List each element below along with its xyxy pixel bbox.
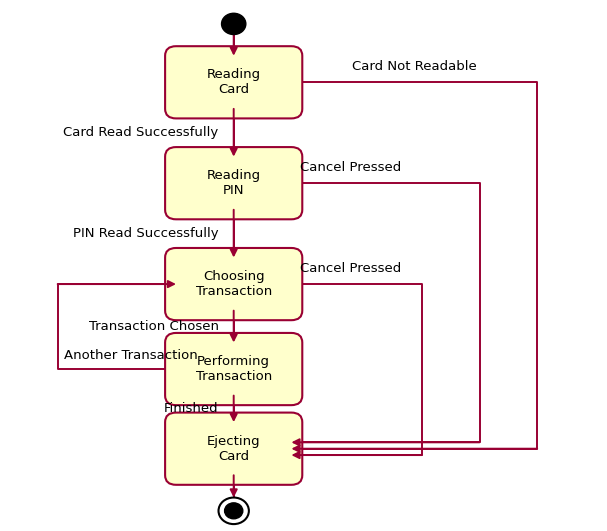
Text: Cancel Pressed: Cancel Pressed — [300, 161, 402, 174]
Text: Reading
PIN: Reading PIN — [206, 169, 261, 197]
Text: Finished: Finished — [164, 402, 219, 415]
Circle shape — [225, 503, 243, 519]
Text: Card Not Readable: Card Not Readable — [352, 60, 476, 73]
FancyBboxPatch shape — [165, 333, 302, 405]
Text: Cancel Pressed: Cancel Pressed — [300, 262, 402, 275]
Text: Transaction Chosen: Transaction Chosen — [89, 320, 219, 333]
FancyBboxPatch shape — [165, 147, 302, 219]
Text: Reading
Card: Reading Card — [206, 68, 261, 96]
Text: Choosing
Transaction: Choosing Transaction — [195, 270, 272, 298]
FancyBboxPatch shape — [165, 46, 302, 118]
Circle shape — [219, 498, 249, 524]
Text: Ejecting
Card: Ejecting Card — [207, 435, 260, 463]
FancyBboxPatch shape — [165, 248, 302, 320]
Text: Card Read Successfully: Card Read Successfully — [63, 126, 219, 139]
Text: Another Transaction: Another Transaction — [64, 349, 197, 362]
FancyBboxPatch shape — [165, 413, 302, 485]
Circle shape — [222, 13, 246, 35]
Text: PIN Read Successfully: PIN Read Successfully — [73, 227, 219, 240]
Text: Performing
Transaction: Performing Transaction — [195, 355, 272, 383]
